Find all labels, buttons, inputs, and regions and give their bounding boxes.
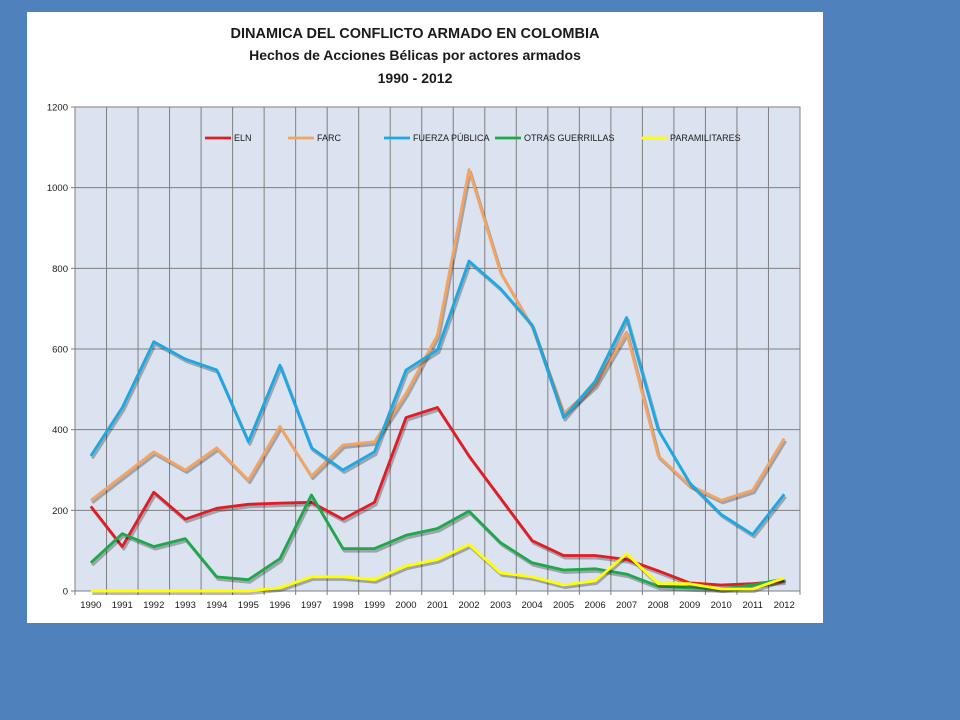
legend-entry: PARAMILITARES: [670, 133, 741, 143]
chart-period: 1990 - 2012: [378, 70, 453, 86]
x-tick-label: 1998: [332, 600, 353, 611]
plot-area: 0 200 400 600 800 1000 1200 1990 1991 1992 1993 199…: [47, 103, 801, 611]
x-tick-label: 2009: [679, 600, 700, 611]
series-line: [89, 259, 786, 536]
x-tick-label: 1995: [238, 600, 259, 611]
y-tick-label: 1000: [47, 183, 68, 194]
y-tick-label: 1200: [47, 103, 68, 114]
x-tick-label: 1990: [80, 600, 101, 611]
series-shadow: [92, 545, 787, 595]
x-tick-label: 2012: [774, 600, 795, 611]
x-tick-label: 2008: [648, 600, 669, 611]
x-tick-label: 2002: [458, 600, 479, 611]
chart-subtitle: Hechos de Acciones Bélicas por actores a…: [249, 47, 581, 63]
series-line: [89, 493, 785, 591]
y-tick-label: 600: [52, 345, 68, 356]
series-line: [89, 168, 786, 502]
series-line: [90, 543, 785, 593]
x-tick-label: 1997: [301, 600, 322, 611]
legend-entry: FARC: [317, 133, 342, 143]
x-tick-label: 2003: [490, 600, 511, 611]
y-tick-label: 0: [63, 587, 68, 598]
x-tick-label: 2004: [521, 600, 542, 611]
x-tick-label: 2005: [553, 600, 574, 611]
y-tick-label: 200: [52, 506, 68, 517]
x-tick-label: 1993: [175, 600, 196, 611]
chart-title: DINAMICA DEL CONFLICTO ARMADO EN COLOMBI…: [231, 26, 600, 42]
x-tick-label: 2010: [711, 600, 732, 611]
chart-panel: DINAMICA DEL CONFLICTO ARMADO EN COLOMBI…: [27, 12, 823, 623]
legend-entry: FUERZA PÚBLICA: [413, 133, 490, 143]
x-tick-label: 1994: [206, 600, 227, 611]
x-tick-label: 2007: [616, 600, 637, 611]
line-chart: DINAMICA DEL CONFLICTO ARMADO EN COLOMBI…: [47, 26, 801, 611]
y-tick-label: 400: [52, 425, 68, 436]
x-tick-label: 2011: [742, 600, 762, 611]
x-tick-label: 1991: [112, 600, 133, 611]
legend-entry: ELN: [234, 133, 252, 143]
x-tick-label: 1996: [269, 600, 290, 611]
legend-entry: OTRAS GUERRILLAS: [524, 133, 615, 143]
x-tick-label: 1999: [364, 600, 385, 611]
y-tick-label: 800: [52, 264, 68, 275]
series-line: [89, 406, 785, 587]
x-tick-label: 2001: [427, 600, 448, 611]
x-tick-label: 1992: [143, 600, 164, 611]
x-tick-label: 2000: [395, 600, 416, 611]
x-tick-label: 2006: [585, 600, 606, 611]
